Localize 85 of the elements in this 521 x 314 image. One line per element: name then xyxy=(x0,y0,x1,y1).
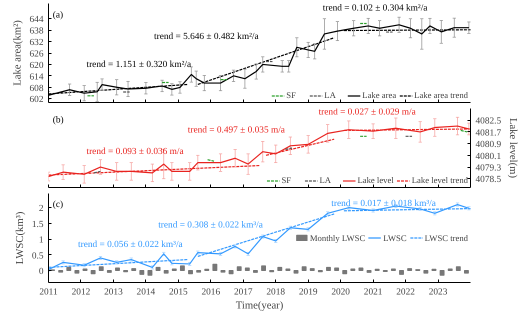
bar xyxy=(115,268,120,272)
bar xyxy=(188,270,193,274)
y-tick-label: 608 xyxy=(30,84,44,94)
legend-label: Lake area trend xyxy=(414,90,468,100)
annotation: (b) xyxy=(52,115,64,126)
annotation: (c) xyxy=(52,200,64,210)
legend-label: Lake area xyxy=(362,90,396,100)
legend-label: LWSC xyxy=(383,232,407,242)
y-tick-label: 0 xyxy=(38,267,44,278)
bar xyxy=(358,268,364,272)
legend-label: LWSC trend xyxy=(424,232,468,242)
y2-tick-label: 4080.1 xyxy=(476,152,502,162)
x-tick-label: 2023 xyxy=(428,288,448,298)
annotation: trend = 0.017 ± 0.018 km³/a xyxy=(331,199,437,210)
bar xyxy=(164,270,169,274)
y-axis-title: Lake area(km²) xyxy=(12,20,24,86)
legend-label: SF xyxy=(286,90,297,100)
y2-tick-label: 4079.3 xyxy=(476,164,502,174)
x-tick-label: 2012 xyxy=(72,288,91,298)
bar xyxy=(236,266,242,272)
y2-axis-title: Lake level(m) xyxy=(507,118,518,178)
bar xyxy=(74,270,80,274)
y-axis-title: LWSC(km³) xyxy=(14,211,26,264)
y-tick-label: 638 xyxy=(30,26,44,37)
x-tick-label: 2020 xyxy=(331,288,350,298)
legend-label: Monthly LWSC xyxy=(310,232,366,242)
y-tick-label: 602 xyxy=(30,95,44,106)
bar xyxy=(423,270,428,274)
x-tick-label: 2016 xyxy=(201,288,220,298)
bar xyxy=(228,270,234,274)
y-tick-label: 1.5 xyxy=(32,220,44,230)
y-tick-label: 0.5 xyxy=(32,251,44,262)
y-tick-label: 632 xyxy=(30,38,44,48)
y-tick-label: 614 xyxy=(30,72,44,82)
annotation: trend = 0.102 ± 0.304 km²/a xyxy=(322,3,428,14)
y-tick-label: 626 xyxy=(30,50,44,60)
x-tick-label: 2013 xyxy=(104,288,124,298)
bar xyxy=(294,270,298,274)
legend-label: LA xyxy=(319,175,332,185)
bar xyxy=(66,266,72,272)
y2-tick-label: 4081.7 xyxy=(476,128,502,138)
bar xyxy=(302,266,307,272)
y2-tick-label: 4080.9 xyxy=(476,140,502,150)
annotation: (a) xyxy=(52,10,64,20)
bar xyxy=(342,270,348,274)
bar xyxy=(399,270,404,275)
bar xyxy=(180,265,185,272)
x-tick-label: 2021 xyxy=(364,288,383,298)
y-tick-label: 644 xyxy=(30,15,44,26)
bar xyxy=(464,270,469,274)
bar xyxy=(98,266,104,272)
bar xyxy=(139,270,144,275)
bar xyxy=(334,268,340,272)
annotation: trend = 0.497 ± 0.035 m/a xyxy=(188,126,286,136)
annotation: trend = 0.308 ± 0.022 km³/a xyxy=(158,220,264,231)
x-tick-label: 2015 xyxy=(169,288,188,298)
y-tick-label: 1 xyxy=(38,236,44,246)
y-tick-label: 2 xyxy=(38,204,44,214)
x-tick-label: 2019 xyxy=(298,288,318,298)
bar xyxy=(212,264,218,272)
annotation: trend = 0.056 ± 0.022 km³/a xyxy=(78,240,184,250)
bar xyxy=(90,270,96,274)
bar xyxy=(156,266,161,272)
y-tick-label: 620 xyxy=(30,60,44,71)
x-axis-title: Time(year) xyxy=(236,300,284,312)
legend-label: SF xyxy=(281,175,292,185)
y2-tick-label: 4082.5 xyxy=(476,116,502,127)
annotation: trend = 0.093 ± 0.036 m/a xyxy=(86,146,185,157)
bar xyxy=(326,266,331,272)
x-tick-label: 2014 xyxy=(136,288,156,298)
bar xyxy=(277,266,282,272)
annotation: trend = 1.151 ± 0.320 km²/a xyxy=(86,60,192,70)
y2-tick-label: 4078.5 xyxy=(476,175,502,186)
annotation: trend = 5.646 ± 0.482 km²/a xyxy=(154,32,260,42)
legend-label: LA xyxy=(324,90,337,100)
legend-label: Lake level trend xyxy=(412,175,468,185)
x-tick-label: 2022 xyxy=(396,288,416,298)
bar xyxy=(244,268,250,272)
bar xyxy=(261,265,266,272)
legend-label: Lake level xyxy=(357,175,394,185)
bar xyxy=(456,266,461,272)
x-tick-label: 2018 xyxy=(266,288,286,298)
x-tick-label: 2017 xyxy=(234,288,253,298)
bar xyxy=(440,270,445,276)
x-tick-label: 2011 xyxy=(39,288,58,298)
